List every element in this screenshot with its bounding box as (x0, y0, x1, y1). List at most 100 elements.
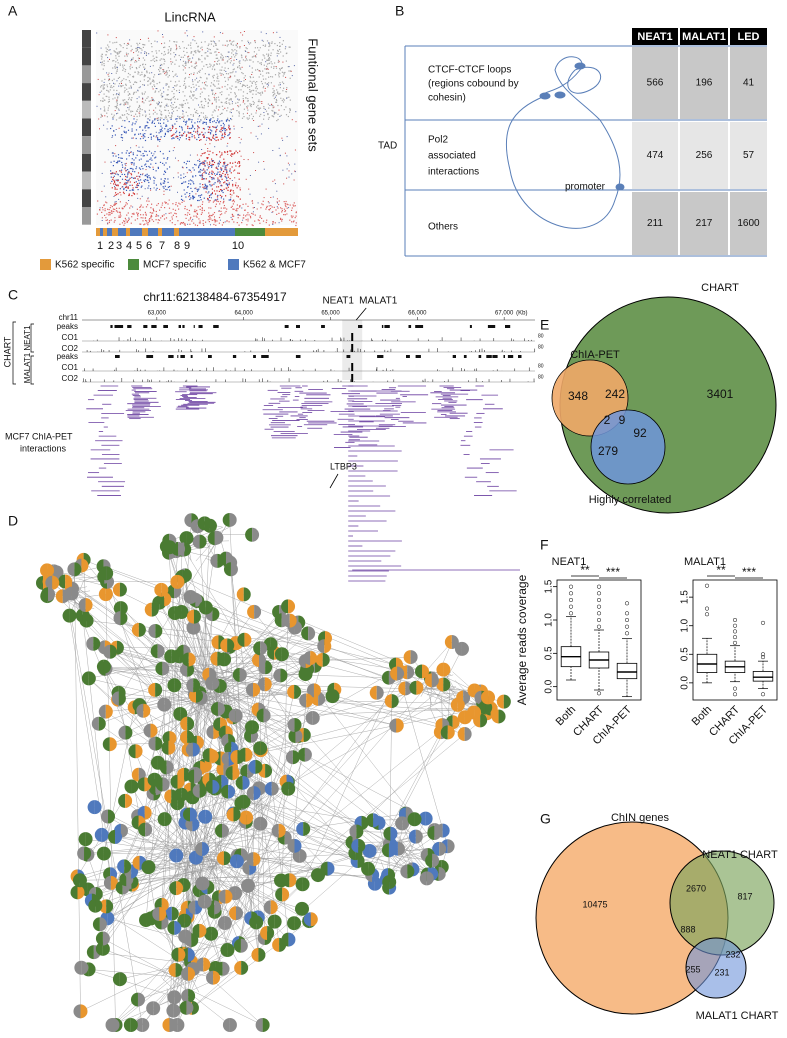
heatmap-cell (285, 60, 287, 62)
heatmap-cell (285, 106, 287, 108)
heatmap-cell (123, 43, 125, 45)
heatmap-cell (141, 101, 143, 103)
node-half (109, 737, 117, 752)
heatmap-cell (194, 128, 196, 130)
heatmap-cell (116, 207, 118, 209)
heatmap-cell (185, 124, 187, 126)
heatmap-cell (214, 126, 216, 128)
node-half (236, 587, 244, 602)
node-half (173, 706, 181, 721)
heatmap-cell (221, 73, 223, 75)
heatmap-cell (134, 177, 136, 179)
heatmap-cell (148, 127, 150, 129)
node-half (247, 604, 255, 619)
heatmap-cell (215, 54, 217, 56)
heatmap-cell (129, 81, 131, 83)
node-half (41, 587, 49, 602)
heatmap-cell (128, 200, 130, 201)
heatmap-cell (153, 81, 155, 83)
heatmap-cell (137, 89, 139, 91)
node-half (315, 652, 323, 667)
node-half (186, 531, 194, 546)
heatmap-cell (272, 115, 274, 117)
heatmap-cell (253, 102, 255, 104)
heatmap-cell (184, 224, 186, 226)
heatmap-cell (131, 97, 133, 99)
heatmap-cell (271, 42, 273, 44)
heatmap-cell (229, 129, 231, 131)
heatmap-cell (132, 122, 134, 124)
heatmap-cell (283, 73, 285, 75)
heatmap-cell (152, 98, 154, 100)
heatmap-cell (287, 66, 289, 68)
heatmap-cell (193, 183, 195, 185)
heatmap-cell (242, 91, 245, 93)
heatmap-cell (133, 52, 135, 54)
heatmap-cell (205, 172, 207, 174)
heatmap-cell (137, 189, 139, 191)
heatmap-cell (188, 55, 190, 57)
heatmap-cell (277, 104, 279, 107)
heatmap-cell (220, 167, 222, 169)
heatmap-cell (108, 212, 110, 214)
heatmap-cell (222, 44, 224, 46)
heatmap-cell (228, 58, 230, 60)
heatmap-cell (165, 109, 167, 111)
heatmap-cell (124, 126, 126, 129)
heatmap-cell (271, 109, 273, 112)
heatmap-cell (120, 103, 122, 105)
node-half (148, 682, 156, 697)
heatmap-cell (183, 115, 185, 117)
heatmap-cell (248, 117, 250, 119)
node-half (135, 744, 143, 759)
heatmap-cell (197, 45, 199, 47)
heatmap-cell (176, 118, 178, 120)
heatmap-cell (229, 77, 231, 79)
track-label: CO2 (62, 374, 79, 383)
heatmap-cell (155, 210, 157, 213)
heatmap-cell (103, 84, 105, 86)
heatmap-cell (266, 205, 268, 207)
heatmap-cell (185, 64, 187, 66)
heatmap-cell (211, 40, 213, 42)
heatmap-cell (262, 87, 264, 89)
heatmap-cell (268, 58, 270, 60)
heatmap-cell (182, 41, 184, 43)
heatmap-cell (153, 209, 154, 211)
heatmap-cell (212, 116, 214, 119)
heatmap-cell (154, 60, 156, 62)
heatmap-cell (100, 55, 102, 57)
heatmap-cell (215, 92, 217, 94)
heatmap-cell (154, 118, 156, 120)
heatmap-cell (130, 99, 132, 101)
heatmap-cell (122, 64, 124, 66)
table-cell (680, 47, 728, 119)
node-half (186, 620, 194, 635)
heatmap-cell (217, 48, 219, 50)
heatmap-cell (243, 80, 245, 82)
heatmap-cell (109, 58, 110, 60)
heatmap-cell (190, 47, 192, 49)
heatmap-cell (186, 214, 188, 216)
heatmap-cell (164, 181, 166, 183)
heatmap-cell (111, 206, 113, 208)
heatmap-cell (231, 41, 233, 43)
node-half (181, 652, 189, 667)
heatmap-cell (141, 182, 143, 183)
heatmap-cell (187, 186, 189, 188)
heatmap-cell (128, 155, 130, 157)
heatmap-cell (279, 92, 281, 95)
heatmap-cell (142, 46, 144, 48)
heatmap-cell (285, 46, 287, 48)
heatmap-cell (162, 70, 165, 72)
heatmap-cell (279, 72, 281, 75)
heatmap-cell (190, 204, 192, 206)
heatmap-cell (245, 215, 247, 217)
heatmap-cell (113, 130, 115, 132)
heatmap-cell (171, 216, 173, 218)
heatmap-cell (114, 97, 116, 99)
heatmap-cell (115, 61, 117, 63)
heatmap-cell (132, 137, 134, 139)
heatmap-cell (216, 190, 218, 192)
edge (240, 652, 275, 946)
